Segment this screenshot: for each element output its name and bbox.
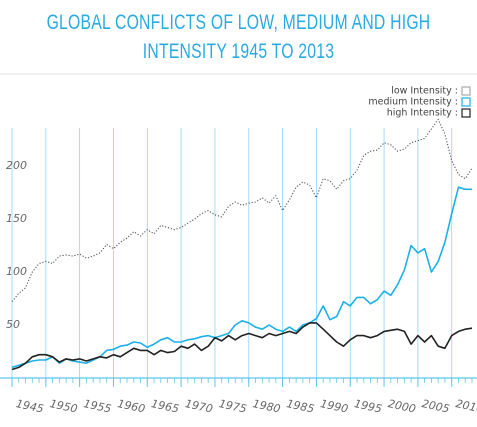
x-tick-label: 1950 [49,397,79,416]
x-tick-label: 1990 [319,397,349,416]
legend-label: high Intensity : [387,108,458,119]
x-tick-label: 1955 [82,397,112,416]
legend-swatch [461,108,471,118]
series-line [11,118,473,303]
y-tick-label: 200 [6,159,27,172]
legend-label: low Intensity : [391,86,458,97]
x-tick-label: 1995 [353,397,383,416]
y-tick-label: 50 [6,318,20,331]
series-line [11,186,472,369]
legend-swatch [461,97,471,107]
x-tick-label: 1980 [252,397,282,416]
x-tick-label: 2010 [454,397,477,416]
x-tick-label: 2000 [387,397,417,416]
series-line [11,322,473,371]
x-tick-label: 1945 [15,397,45,416]
legend-swatch [461,86,471,96]
chart-title: GLOBAL CONFLICTS OF LOW, MEDIUM AND HIGH… [46,11,431,63]
x-tick-label: 1985 [285,397,315,416]
x-tick-label: 1965 [150,397,180,416]
legend-label: medium Intensity : [368,97,458,108]
x-tick-label: 1970 [184,397,214,416]
y-tick-label: 100 [6,265,27,278]
x-tick-label: 1960 [116,397,146,416]
x-tick-label: 2005 [421,397,451,416]
x-tick-label: 1975 [218,397,248,416]
y-tick-label: 150 [6,212,27,225]
